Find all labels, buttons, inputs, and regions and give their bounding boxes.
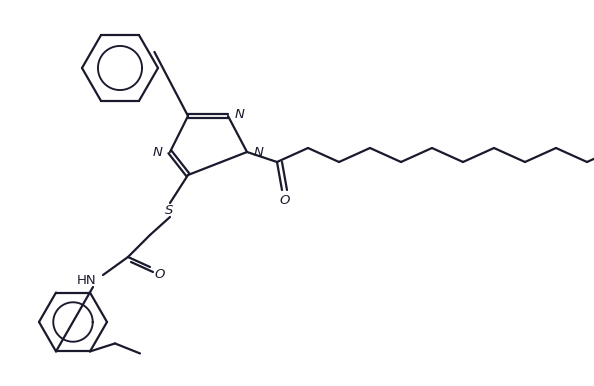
Text: N: N: [254, 147, 264, 159]
Text: O: O: [280, 195, 290, 208]
Text: N: N: [235, 108, 245, 122]
Text: N: N: [153, 147, 163, 159]
Text: O: O: [155, 269, 165, 281]
Text: S: S: [165, 205, 173, 217]
Text: HN: HN: [77, 274, 97, 286]
